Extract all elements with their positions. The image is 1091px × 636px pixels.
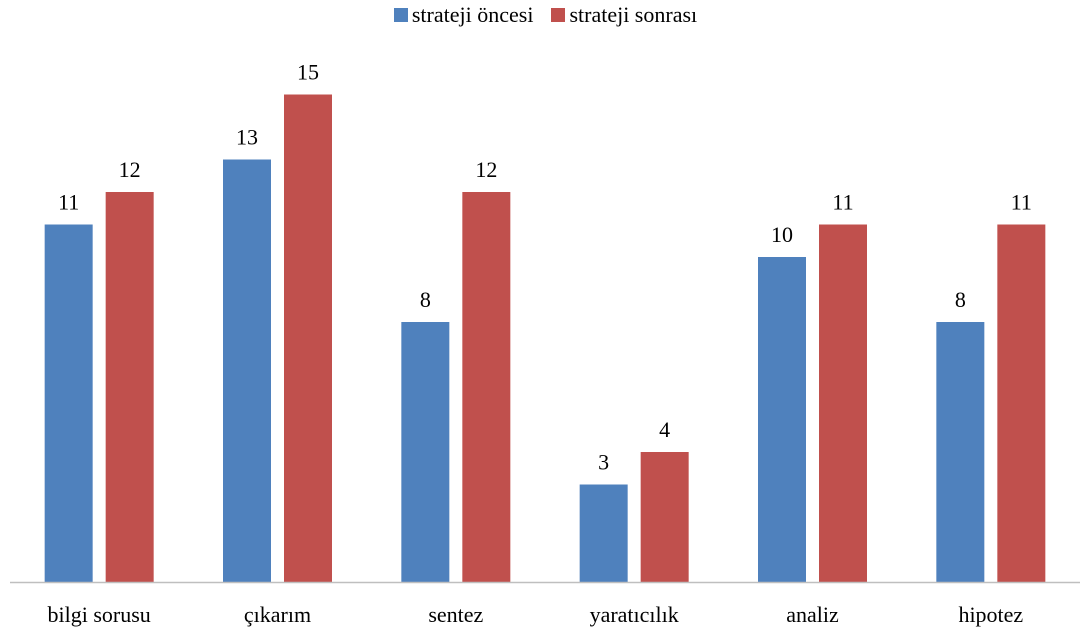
legend-swatch-after: [551, 8, 566, 22]
x-tick-label-yarat-c-l-k: yaratıcılık: [590, 602, 679, 627]
bar-sentez-series-1: [462, 192, 511, 582]
data-label-analiz-series-1: 11: [832, 190, 853, 215]
x-tick-label-bilgi-sorusu: bilgi sorusu: [48, 602, 151, 627]
data-label-sentez-series-0: 8: [420, 287, 431, 312]
bar-hipotez-series-1: [997, 224, 1046, 582]
data-label-bilgi-sorusu-series-0: 11: [58, 190, 79, 215]
legend: strateji öncesi strateji sonrası: [0, 2, 1091, 28]
x-tick-label-sentez: sentez: [428, 602, 483, 627]
bars-group: [44, 94, 1046, 582]
data-labels-group: 11 12 13 15 8 12 3 4 10 11 8 11: [58, 60, 1032, 475]
bar-analiz-series-0: [758, 257, 806, 582]
bar-yarat-c-l-k-series-0: [579, 484, 628, 582]
x-tick-label-hipotez: hipotez: [958, 602, 1023, 627]
bar-c-kar-m-series-1: [284, 94, 332, 582]
legend-label-after: strateji sonrası: [569, 2, 698, 27]
bar-bilgi-sorusu-series-0: [44, 224, 93, 582]
bar-bilgi-sorusu-series-1: [105, 192, 154, 582]
x-tick-label-analiz: analiz: [786, 602, 839, 627]
bar-sentez-series-0: [401, 322, 450, 582]
legend-item-after: strateji sonrası: [551, 2, 697, 28]
x-tick-labels-group: bilgi sorusu çıkarım sentez yaratıcılık anal…: [48, 602, 1024, 627]
bar-hipotez-series-0: [936, 322, 985, 582]
data-label-yarat-c-l-k-series-0: 3: [598, 450, 609, 475]
data-label-c-kar-m-series-1: 15: [297, 60, 319, 85]
legend-swatch-before: [393, 8, 408, 22]
bar-analiz-series-1: [819, 224, 867, 582]
data-label-sentez-series-1: 12: [475, 157, 497, 182]
bar-yarat-c-l-k-series-1: [640, 452, 689, 582]
data-label-hipotez-series-1: 11: [1011, 190, 1032, 215]
data-label-hipotez-series-0: 8: [955, 287, 966, 312]
data-label-analiz-series-0: 10: [771, 222, 793, 247]
x-tick-label-c-kar-m: çıkarım: [244, 602, 311, 627]
bar-c-kar-m-series-0: [223, 159, 271, 582]
data-label-yarat-c-l-k-series-1: 4: [659, 417, 670, 442]
data-label-c-kar-m-series-0: 13: [236, 125, 258, 150]
legend-label-before: strateji öncesi: [411, 2, 534, 27]
data-label-bilgi-sorusu-series-1: 12: [119, 157, 141, 182]
legend-item-before: strateji öncesi: [393, 2, 534, 28]
